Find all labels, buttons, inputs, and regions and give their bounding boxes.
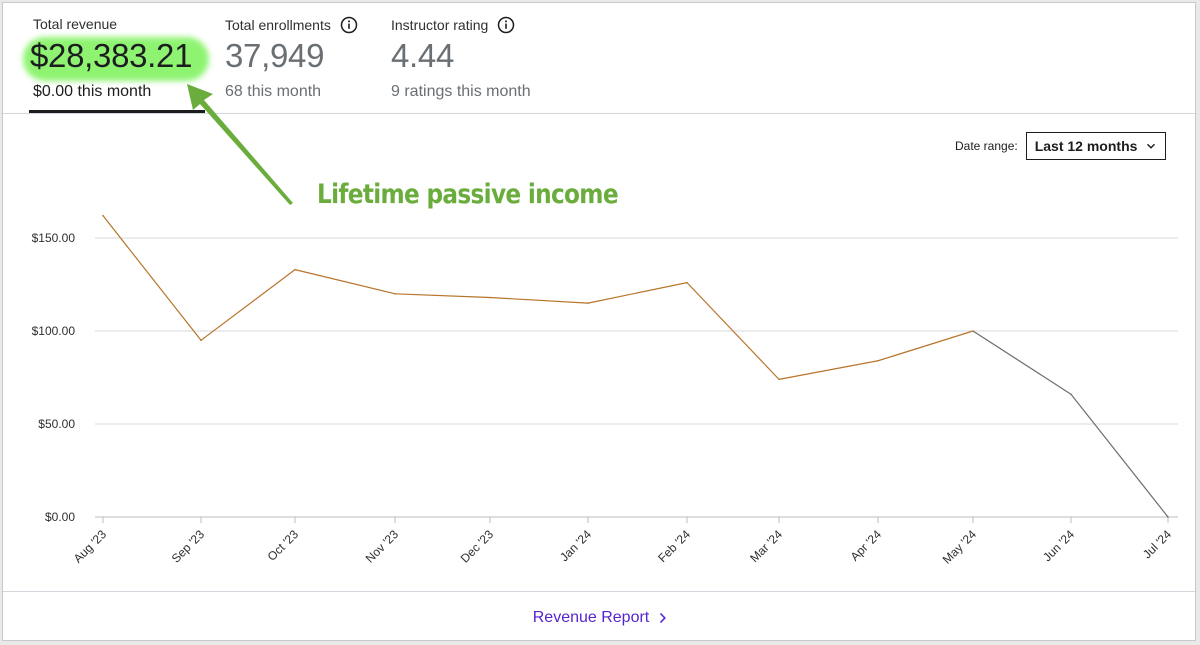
- data-point: [102, 214, 104, 217]
- date-range-control: Date range: Last 12 months: [955, 132, 1166, 160]
- revenue-report-link[interactable]: Revenue Report: [533, 609, 668, 627]
- stats-row: Total revenue $28,383.21 $0.00 this mont…: [3, 3, 1197, 114]
- x-tick-label: Nov '23: [363, 527, 402, 566]
- revenue-highlight-marker: [23, 37, 209, 81]
- x-tick-label: May '24: [940, 527, 980, 567]
- series-segment: [294, 269, 396, 295]
- chevron-right-icon: [660, 612, 667, 624]
- x-tick-label: Dec '23: [458, 527, 497, 566]
- x-axis-ticks: Aug '23 Sep '23 Oct '23 Nov '23 Dec '23 Jan '…: [71, 517, 1174, 567]
- series-segment: [686, 282, 780, 380]
- active-tab-indicator: [29, 110, 205, 113]
- date-range-select[interactable]: Last 12 months: [1025, 132, 1166, 160]
- series-segment: [102, 215, 202, 341]
- chart-series: [102, 214, 1169, 518]
- stat-label: Total revenue: [33, 16, 118, 32]
- x-tick-label: Apr '24: [848, 527, 885, 564]
- data-point: [489, 296, 491, 299]
- data-point: [394, 293, 396, 295]
- stat-label: Total enrollments: [225, 17, 331, 33]
- revenue-report-label: Revenue Report: [532, 609, 650, 626]
- data-point: [972, 330, 974, 332]
- series-segment: [1070, 393, 1169, 518]
- x-tick-label: Mar '24: [747, 527, 785, 565]
- stat-subtext: 9 ratings this month: [391, 83, 531, 100]
- data-point: [1167, 516, 1169, 518]
- data-point: [200, 339, 202, 342]
- stat-value: $28,383.21: [30, 37, 193, 74]
- data-point: [778, 378, 780, 381]
- x-tick-label: Sep '23: [169, 527, 208, 566]
- stat-subtext: 68 this month: [225, 83, 322, 100]
- data-point: [1070, 393, 1072, 396]
- x-tick-label: Feb '24: [655, 527, 693, 565]
- x-tick-label: Oct '23: [265, 527, 302, 564]
- data-point: [877, 359, 879, 362]
- annotation-text: Lifetime passive income: [317, 179, 619, 210]
- x-tick-label: Jan '24: [557, 527, 594, 564]
- stat-value: 37,949: [225, 37, 325, 74]
- date-range-label: Date range:: [955, 139, 1018, 153]
- chart-footer: Revenue Report: [3, 591, 1197, 642]
- series-segment: [394, 293, 491, 299]
- revenue-line-chart: $0.00 $50.00 $100.00 $150.00 Aug '23 Sep '23…: [32, 84, 1178, 567]
- data-point: [587, 302, 589, 304]
- series-segment: [489, 296, 589, 304]
- series-segment: [587, 282, 688, 304]
- chart-gridlines: [95, 237, 1178, 518]
- x-tick-label: Jun '24: [1040, 527, 1077, 564]
- series-segment: [778, 360, 879, 380]
- stat-label: Instructor rating: [391, 17, 489, 33]
- y-axis-ticks: $0.00 $50.00 $100.00 $150.00: [32, 231, 76, 524]
- series-segment: [972, 330, 1072, 395]
- data-point: [294, 268, 296, 271]
- info-icon[interactable]: [497, 16, 515, 34]
- stat-value: 4.44: [391, 37, 455, 74]
- y-tick-label: $150.00: [32, 231, 76, 245]
- y-tick-label: $50.00: [38, 417, 75, 431]
- stat-label-row: Instructor rating: [391, 16, 515, 34]
- series-segment: [200, 269, 296, 341]
- chevron-down-icon: [1147, 143, 1156, 149]
- stat-label-row: Total enrollments: [225, 16, 358, 34]
- arrow-icon: [187, 84, 293, 205]
- series-segment: [877, 330, 974, 362]
- x-tick-label: Aug '23: [71, 527, 110, 566]
- data-point: [686, 281, 688, 284]
- y-tick-label: $0.00: [45, 510, 75, 524]
- y-tick-label: $100.00: [32, 324, 76, 338]
- x-tick-label: Jul '24: [1140, 527, 1174, 561]
- info-icon[interactable]: [340, 16, 358, 34]
- stat-subtext: $0.00 this month: [33, 83, 152, 100]
- date-range-value: Last 12 months: [1034, 138, 1138, 154]
